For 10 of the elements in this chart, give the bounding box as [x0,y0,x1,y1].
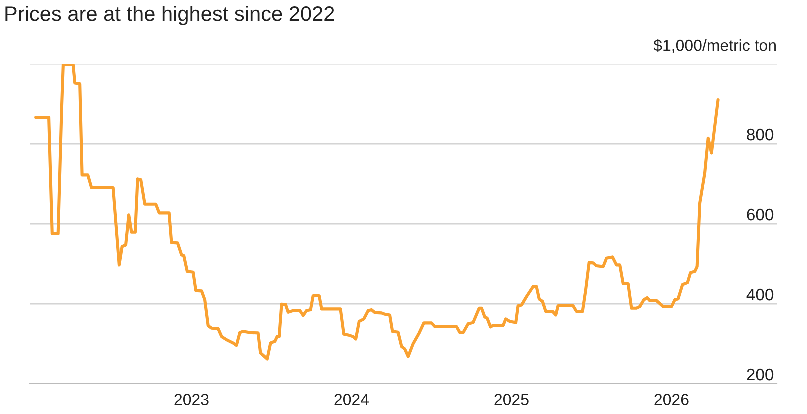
x-tick-label: 2026 [654,394,689,406]
y-tick-label: 800 [747,128,774,141]
y-tick-label: 600 [747,208,774,221]
x-tick-label: 2025 [494,394,529,406]
y-axis-title: $1,000/metric ton [654,39,776,54]
y-tick-label: 200 [747,368,774,381]
chart-title: Prices are at the highest since 2022 [6,6,334,26]
x-tick-label: 2023 [174,394,209,406]
x-tick-label: 2024 [334,394,370,406]
y-tick-label: 400 [746,288,774,301]
